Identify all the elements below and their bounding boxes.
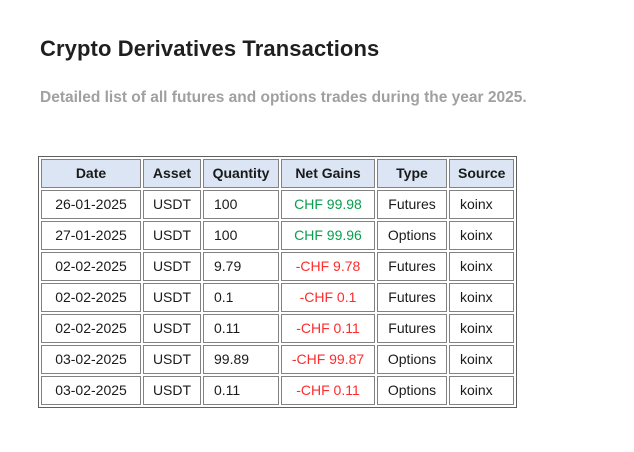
source-cell: koinx (449, 314, 515, 343)
table-row: 03-02-2025 USDT 99.89 -CHF 99.87 Options… (41, 345, 515, 374)
net-gains-cell: CHF 99.96 (281, 221, 375, 250)
source-cell: koinx (449, 345, 515, 374)
column-header-asset: Asset (143, 159, 201, 188)
column-header-source: Source (449, 159, 515, 188)
source-cell: koinx (449, 190, 515, 219)
net-gains-cell: -CHF 9.78 (281, 252, 375, 281)
net-gains-cell: CHF 99.98 (281, 190, 375, 219)
net-gains-cell: -CHF 0.11 (281, 314, 375, 343)
type-cell: Futures (377, 314, 447, 343)
quantity-cell: 0.11 (203, 314, 279, 343)
table-row: 02-02-2025 USDT 0.1 -CHF 0.1 Futures koi… (41, 283, 515, 312)
type-cell: Options (377, 376, 447, 405)
source-cell: koinx (449, 283, 515, 312)
asset-cell: USDT (143, 345, 201, 374)
type-cell: Futures (377, 252, 447, 281)
table-row: 27-01-2025 USDT 100 CHF 99.96 Options ko… (41, 221, 515, 250)
column-header-type: Type (377, 159, 447, 188)
asset-cell: USDT (143, 221, 201, 250)
net-gains-cell: -CHF 0.1 (281, 283, 375, 312)
quantity-cell: 0.1 (203, 283, 279, 312)
page-content: Crypto Derivatives Transactions Detailed… (38, 36, 527, 408)
type-cell: Futures (377, 283, 447, 312)
net-gains-cell: -CHF 99.87 (281, 345, 375, 374)
asset-cell: USDT (143, 314, 201, 343)
type-cell: Futures (377, 190, 447, 219)
column-header-net-gains: Net Gains (281, 159, 375, 188)
date-cell: 02-02-2025 (41, 283, 141, 312)
type-cell: Options (377, 221, 447, 250)
table-row: 02-02-2025 USDT 0.11 -CHF 0.11 Futures k… (41, 314, 515, 343)
date-cell: 27-01-2025 (41, 221, 141, 250)
quantity-cell: 100 (203, 190, 279, 219)
transactions-table: Date Asset Quantity Net Gains Type Sourc… (38, 156, 518, 408)
column-header-quantity: Quantity (203, 159, 279, 188)
date-cell: 03-02-2025 (41, 376, 141, 405)
date-cell: 26-01-2025 (41, 190, 141, 219)
date-cell: 03-02-2025 (41, 345, 141, 374)
date-cell: 02-02-2025 (41, 314, 141, 343)
type-cell: Options (377, 345, 447, 374)
table-row: 02-02-2025 USDT 9.79 -CHF 9.78 Futures k… (41, 252, 515, 281)
quantity-cell: 100 (203, 221, 279, 250)
table-row: 03-02-2025 USDT 0.11 -CHF 0.11 Options k… (41, 376, 515, 405)
asset-cell: USDT (143, 252, 201, 281)
asset-cell: USDT (143, 190, 201, 219)
quantity-cell: 9.79 (203, 252, 279, 281)
table-header-row: Date Asset Quantity Net Gains Type Sourc… (41, 159, 515, 188)
net-gains-cell: -CHF 0.11 (281, 376, 375, 405)
asset-cell: USDT (143, 376, 201, 405)
asset-cell: USDT (143, 283, 201, 312)
date-cell: 02-02-2025 (41, 252, 141, 281)
source-cell: koinx (449, 252, 515, 281)
table-row: 26-01-2025 USDT 100 CHF 99.98 Futures ko… (41, 190, 515, 219)
source-cell: koinx (449, 221, 515, 250)
quantity-cell: 0.11 (203, 376, 279, 405)
column-header-date: Date (41, 159, 141, 188)
source-cell: koinx (449, 376, 515, 405)
page-subtitle: Detailed list of all futures and options… (40, 89, 527, 106)
quantity-cell: 99.89 (203, 345, 279, 374)
page-title: Crypto Derivatives Transactions (40, 36, 380, 61)
